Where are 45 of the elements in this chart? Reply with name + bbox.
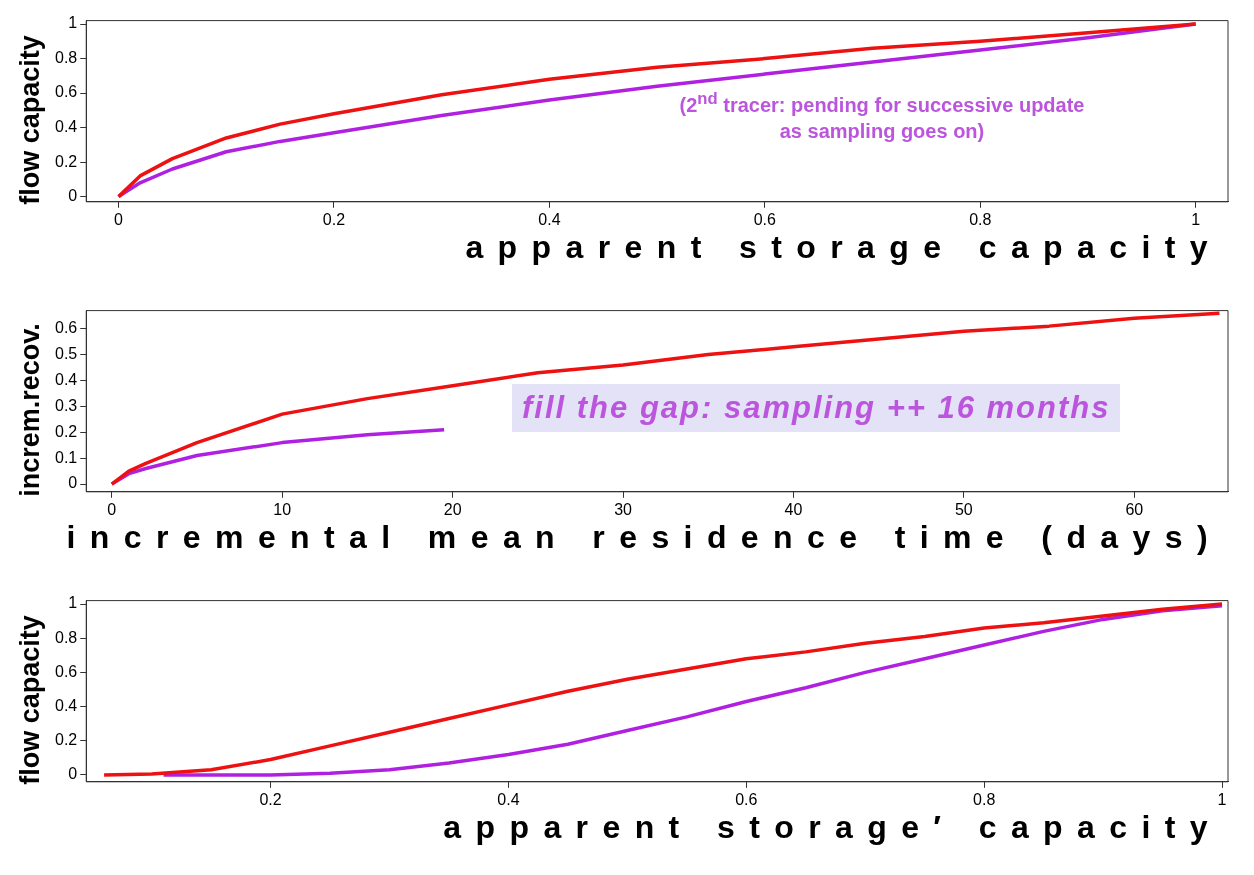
y-axis-title: increm.recov. bbox=[14, 323, 46, 497]
y-tick-label: 0.3 bbox=[54, 396, 78, 414]
annotation: (2$^{nd}$ tracer: pending for successive update as sampling goes on) bbox=[678, 88, 1086, 144]
y-tick-label: 0.2 bbox=[54, 152, 78, 170]
x-tick-label: 0.2 bbox=[259, 790, 282, 808]
x-tick-label: 40 bbox=[784, 500, 803, 518]
y-tick-label: 0.2 bbox=[54, 422, 78, 440]
annotation: fill the gap: sampling ++ 16 months bbox=[512, 384, 1121, 432]
y-tick-label: 0.6 bbox=[54, 662, 78, 680]
y-tick-label: 0 bbox=[68, 187, 78, 205]
x-tick-label: 0.6 bbox=[753, 210, 777, 228]
x-tick-label: 30 bbox=[614, 500, 633, 518]
x-tick-label: 0.4 bbox=[538, 210, 561, 228]
y-tick-label: 0.2 bbox=[54, 731, 78, 749]
x-tick-label: 20 bbox=[443, 500, 462, 518]
x-tick-label: 0 bbox=[114, 210, 124, 228]
y-tick-label: 0.6 bbox=[54, 83, 78, 101]
x-tick-label: 0.8 bbox=[969, 210, 992, 228]
y-axis-title: flow capacity bbox=[14, 35, 46, 205]
x-tick-label: 50 bbox=[954, 500, 973, 518]
y-tick-label: 0 bbox=[68, 765, 78, 783]
x-tick-label: 0.6 bbox=[735, 790, 758, 808]
y-tick-label: 0.1 bbox=[54, 448, 78, 466]
y-tick-label: 0.6 bbox=[54, 319, 78, 337]
x-tick-label: 1 bbox=[1217, 790, 1227, 808]
y-axis-title: flow capacity bbox=[14, 615, 46, 785]
x-axis-title: incremental mean residence time (days) bbox=[65, 519, 1223, 556]
x-tick-label: 0 bbox=[107, 500, 117, 518]
y-tick-label: 0.8 bbox=[54, 48, 78, 66]
y-tick-label: 0.5 bbox=[54, 345, 78, 363]
y-tick-label: 1 bbox=[68, 594, 78, 612]
x-axis-title: apparent storage capacity bbox=[464, 229, 1223, 266]
y-tick-label: 0.8 bbox=[54, 628, 78, 646]
x-tick-label: 10 bbox=[273, 500, 292, 518]
y-tick-label: 0.4 bbox=[54, 118, 78, 135]
x-tick-label: 60 bbox=[1125, 500, 1144, 518]
y-tick-label: 0.4 bbox=[54, 370, 78, 388]
x-axis-title: apparent storage′ capacity bbox=[442, 809, 1223, 846]
x-tick-label: 0.8 bbox=[973, 790, 996, 808]
x-tick-label: 0.4 bbox=[497, 790, 520, 808]
y-tick-label: 1 bbox=[68, 14, 78, 32]
y-tick-label: 0 bbox=[68, 474, 78, 492]
x-tick-label: 1 bbox=[1191, 210, 1201, 228]
y-tick-label: 0.4 bbox=[54, 696, 78, 714]
x-tick-label: 0.2 bbox=[322, 210, 346, 228]
